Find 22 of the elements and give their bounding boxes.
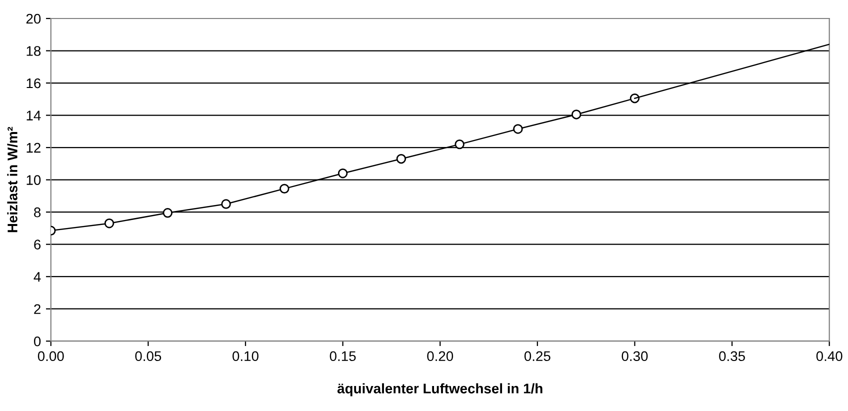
x-tick-label: 0.10 [232,351,258,362]
x-tick-label: 0.25 [524,351,550,362]
y-tick-label: 20 [26,14,41,24]
y-tick-label: 14 [26,110,41,120]
x-tick-label: 0.30 [622,351,648,362]
x-tick-label: 0.40 [816,351,842,362]
x-tick-label: 0.20 [427,351,454,362]
y-tick-label: 18 [26,46,41,56]
x-tick-label: 0.05 [135,351,162,362]
x-axis-title: äquivalenter Luftwechsel in 1/h [337,383,542,396]
y-tick-label: 16 [26,78,41,88]
y-tick-label: 12 [26,142,40,153]
y-tick-label: 2 [34,304,40,314]
y-tick-label: 4 [34,272,41,282]
y-axis-title: Heizlast in W/m² [7,126,18,232]
x-tick-label: 0.15 [330,351,356,362]
y-tick-label: 10 [26,175,41,185]
y-tick-label: 8 [34,207,41,218]
x-tick-label: 0.35 [719,351,745,362]
x-tick-label: 0.00 [38,351,64,362]
y-tick-label: 6 [34,240,41,250]
y-tick-label: 0 [34,336,41,346]
